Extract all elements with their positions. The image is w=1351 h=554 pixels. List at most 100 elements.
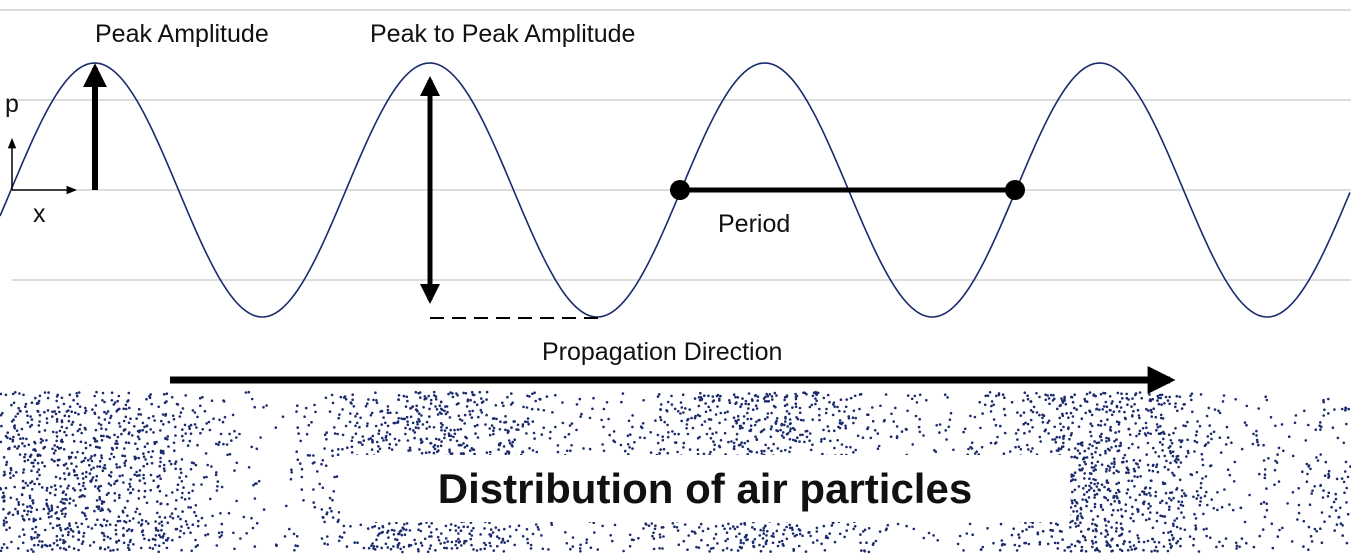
particle: [1134, 498, 1138, 502]
particle: [1194, 433, 1198, 437]
particle: [151, 537, 155, 541]
particle: [289, 477, 293, 481]
particle: [36, 461, 40, 465]
particle: [626, 434, 630, 438]
particle: [123, 454, 127, 458]
particle: [58, 477, 62, 480]
particle: [1296, 518, 1299, 521]
particle: [409, 544, 413, 547]
particle: [1209, 536, 1212, 539]
particle: [122, 533, 125, 537]
particle: [112, 455, 116, 459]
particle: [253, 497, 257, 500]
particle: [1171, 522, 1175, 526]
particle: [1087, 447, 1090, 450]
particle: [48, 509, 51, 513]
particle: [95, 474, 99, 478]
particle: [436, 535, 440, 539]
particle: [515, 528, 518, 532]
particle: [354, 432, 358, 436]
particle: [504, 415, 507, 418]
particle: [457, 414, 461, 418]
particle: [152, 431, 155, 434]
particle: [232, 531, 235, 535]
particle: [2, 522, 6, 525]
particle: [1261, 528, 1265, 531]
particle: [22, 486, 26, 490]
particle: [100, 524, 104, 528]
particle: [318, 482, 322, 486]
particle: [325, 431, 329, 434]
particle: [1056, 547, 1060, 550]
particle: [401, 526, 405, 529]
particle: [1116, 544, 1119, 547]
particle: [110, 391, 114, 395]
particle: [20, 427, 24, 431]
particle: [799, 433, 802, 437]
particle: [89, 468, 93, 471]
particle: [849, 445, 852, 449]
particle: [123, 461, 126, 465]
particle: [384, 542, 388, 546]
particle: [62, 547, 66, 550]
particle: [700, 538, 703, 542]
particle: [906, 394, 910, 397]
particle: [445, 405, 449, 408]
particle: [100, 434, 103, 438]
particle: [794, 397, 798, 401]
particle: [527, 422, 530, 426]
particle: [68, 497, 72, 501]
particle: [772, 532, 775, 535]
particle: [1094, 548, 1097, 552]
particle: [392, 533, 396, 536]
particle: [637, 536, 640, 540]
particle: [99, 423, 103, 427]
particle: [975, 450, 978, 454]
particle: [1022, 399, 1025, 402]
particle: [1079, 404, 1082, 408]
particle: [115, 410, 118, 413]
particle: [63, 430, 66, 434]
particle: [712, 399, 716, 402]
particle: [1168, 395, 1171, 399]
title: Distribution of air particles: [438, 465, 972, 512]
particle: [109, 484, 113, 487]
particle: [1074, 525, 1078, 528]
particle: [1084, 538, 1087, 542]
particle: [359, 416, 362, 420]
particle: [215, 471, 218, 474]
particle: [1169, 439, 1173, 442]
particle: [859, 541, 862, 545]
particle: [61, 497, 64, 501]
particle: [1343, 491, 1346, 495]
particle: [75, 465, 78, 468]
particle: [554, 393, 557, 397]
particle: [1175, 541, 1178, 545]
particle: [189, 423, 193, 427]
particle: [1195, 441, 1199, 444]
particle: [444, 537, 448, 540]
particle: [80, 542, 84, 546]
particle: [688, 448, 692, 451]
particle: [1036, 531, 1040, 534]
particle: [103, 534, 106, 538]
particle: [382, 416, 385, 419]
particle: [138, 479, 142, 482]
particle: [1207, 406, 1211, 410]
particle: [122, 481, 125, 484]
particle: [1090, 539, 1094, 543]
particle: [1093, 496, 1096, 499]
particle: [1345, 501, 1348, 504]
particle: [894, 406, 897, 410]
particle: [380, 423, 384, 426]
particle: [1333, 529, 1336, 532]
particle: [499, 441, 502, 445]
particle: [1069, 526, 1072, 529]
particle: [2, 499, 6, 503]
particle: [159, 451, 163, 454]
particle: [1322, 414, 1325, 417]
particle: [148, 546, 152, 550]
particle: [1180, 489, 1184, 492]
particle: [235, 499, 238, 503]
particle: [1109, 503, 1113, 506]
